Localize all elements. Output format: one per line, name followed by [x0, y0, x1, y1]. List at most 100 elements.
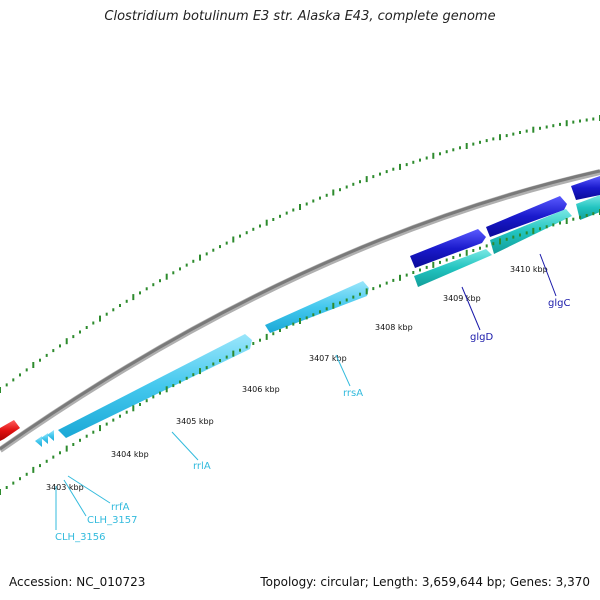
minor-tick: [359, 292, 361, 296]
tick-label-3410: 3410 kbp: [510, 265, 548, 274]
small-rrna-arrow: [35, 436, 42, 447]
gene-blue-cds-3: [571, 176, 600, 200]
minor-tick: [19, 477, 21, 481]
minor-tick: [379, 172, 381, 176]
minor-tick: [245, 231, 248, 235]
topology-text: Topology: circular; Length: 3,659,644 bp…: [260, 575, 590, 589]
minor-tick: [112, 308, 115, 312]
major-tick: [565, 120, 568, 127]
minor-tick: [372, 175, 375, 179]
minor-tick: [259, 338, 261, 342]
small-rrna-arrow: [47, 430, 54, 441]
minor-tick: [19, 373, 21, 377]
minor-tick: [205, 252, 208, 256]
minor-tick: [212, 248, 215, 252]
minor-tick: [592, 117, 595, 121]
minor-tick: [225, 355, 228, 359]
major-tick: [299, 204, 301, 210]
minor-tick: [5, 486, 8, 489]
minor-tick: [312, 199, 315, 203]
minor-tick: [252, 342, 255, 345]
minor-tick: [379, 284, 381, 288]
tick-label-3406: 3406 kbp: [242, 385, 280, 394]
minor-tick: [345, 298, 348, 302]
major-tick: [232, 236, 235, 243]
minor-tick: [179, 380, 181, 384]
major-tick: [365, 176, 368, 183]
major-tick: [399, 274, 401, 281]
major-tick: [65, 445, 68, 452]
gene-label-glgC: glgC: [548, 298, 570, 309]
major-tick: [199, 254, 201, 261]
minor-tick: [585, 118, 588, 122]
minor-tick: [525, 231, 528, 235]
minor-tick: [259, 224, 261, 228]
tick-label-3404: 3404 kbp: [111, 450, 149, 459]
inner-tick-ring: [0, 209, 600, 495]
minor-tick: [212, 362, 215, 366]
minor-tick: [325, 307, 328, 311]
minor-tick: [172, 271, 175, 275]
major-tick: [199, 368, 201, 375]
minor-tick: [119, 304, 121, 307]
minor-tick: [172, 384, 175, 388]
major-tick: [32, 466, 35, 473]
major-tick: [565, 218, 568, 224]
tick-label-3405: 3405 kbp: [176, 417, 214, 426]
minor-tick: [45, 353, 48, 357]
major-tick: [232, 350, 235, 357]
gene-label-rrfA: rrfA: [111, 502, 130, 513]
minor-tick: [125, 299, 128, 303]
gene-rrsA-arrow: [265, 281, 369, 333]
tick-label-3403: 3403 kbp: [46, 483, 84, 492]
minor-tick: [439, 152, 441, 156]
minor-tick: [85, 434, 88, 438]
minor-tick: [179, 267, 181, 271]
minor-tick: [505, 134, 508, 138]
minor-tick: [552, 223, 555, 227]
minor-tick: [79, 330, 81, 334]
tick-label-3408: 3408 kbp: [375, 323, 413, 332]
minor-tick: [325, 193, 328, 197]
minor-tick: [25, 368, 28, 372]
minor-tick: [239, 348, 241, 352]
minor-tick: [292, 208, 295, 212]
minor-tick: [39, 464, 41, 468]
minor-tick: [472, 142, 475, 146]
major-tick: [165, 273, 168, 280]
minor-tick: [419, 158, 421, 162]
minor-tick: [192, 373, 195, 377]
minor-tick: [159, 391, 161, 395]
major-tick: [465, 143, 468, 149]
label-leader-glgC: [539, 253, 557, 297]
minor-tick: [579, 119, 581, 123]
major-tick: [99, 315, 101, 322]
minor-tick: [405, 273, 408, 277]
small-rrna-arrow: [41, 433, 48, 444]
minor-tick: [519, 233, 521, 237]
minor-tick: [192, 259, 195, 263]
minor-tick: [345, 185, 348, 189]
minor-tick: [12, 378, 15, 382]
minor-tick: [452, 148, 455, 152]
minor-tick: [319, 196, 321, 200]
gene-blue-cds-2: [486, 196, 567, 237]
minor-tick: [412, 160, 415, 164]
minor-tick: [219, 359, 221, 362]
minor-tick: [52, 349, 55, 353]
major-tick: [432, 261, 435, 268]
minor-tick: [272, 332, 275, 336]
minor-tick: [572, 217, 575, 221]
minor-tick: [492, 137, 495, 141]
minor-tick: [579, 215, 581, 219]
minor-tick: [459, 253, 461, 257]
major-tick: [332, 302, 335, 309]
minor-tick: [5, 383, 8, 387]
minor-tick: [59, 344, 61, 348]
major-tick: [132, 294, 135, 301]
minor-tick: [392, 167, 395, 171]
tick-label-3407: 3407 kbp: [309, 354, 347, 363]
minor-tick: [39, 358, 41, 362]
minor-tick: [185, 376, 188, 380]
minor-tick: [352, 182, 355, 186]
